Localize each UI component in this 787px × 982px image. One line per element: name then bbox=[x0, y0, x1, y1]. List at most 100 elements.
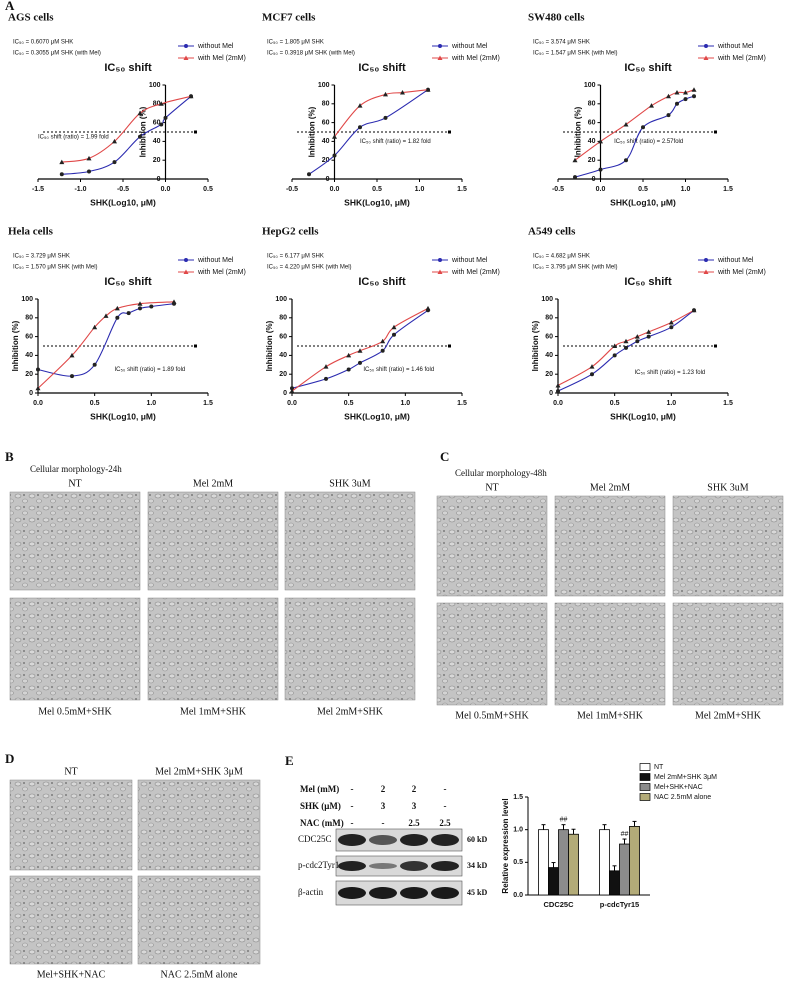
treatment-value: - bbox=[351, 818, 354, 828]
blot-strip bbox=[335, 855, 463, 877]
treatment-label: SHK (μM) bbox=[300, 801, 341, 811]
chart-subtitle: IC₅₀ shift bbox=[104, 276, 152, 288]
annotation: IC₅₀ shift (ratio) = 2.57fold bbox=[614, 139, 683, 145]
data-point bbox=[323, 364, 329, 369]
ic50-note: IC₅₀ = 6.177 μM SHK bbox=[267, 254, 324, 260]
data-point bbox=[646, 329, 652, 334]
x-tick-label: 0.0 bbox=[161, 186, 171, 193]
x-tick-label: 1.0 bbox=[666, 400, 676, 407]
data-point bbox=[357, 348, 363, 353]
x-axis-label: SHK(Log10, μM) bbox=[610, 197, 676, 207]
panel-title: Cellular morphology-48h bbox=[455, 468, 547, 478]
legend-label: with Mel (2mM) bbox=[451, 269, 500, 276]
legend-label: with Mel (2mM) bbox=[197, 55, 246, 62]
x-axis-label: SHK(Log10, μM) bbox=[90, 411, 156, 421]
x-tick-label: 0.5 bbox=[90, 400, 100, 407]
ic50-note: IC₅₀ = 0.3055 μM SHK (with Mel) bbox=[13, 51, 101, 57]
bar bbox=[619, 843, 630, 896]
legend-label: without Mel bbox=[197, 257, 234, 264]
data-point bbox=[598, 167, 603, 172]
y-tick-label: 40 bbox=[545, 352, 553, 359]
data-point bbox=[346, 367, 351, 372]
data-point bbox=[149, 304, 154, 309]
data-point bbox=[69, 352, 75, 358]
ic50-note: IC₅₀ = 4.220 μM SHK (with Mel) bbox=[267, 265, 352, 271]
chart-subtitle: IC₅₀ shift bbox=[358, 62, 406, 74]
legend-label: with Mel (2mM) bbox=[197, 269, 246, 276]
y-tick-label: 20 bbox=[25, 371, 33, 378]
bar bbox=[558, 829, 569, 896]
data-point bbox=[641, 125, 645, 130]
legend-label: Mel+SHK+NAC bbox=[654, 784, 703, 791]
y-axis-label: Inhibition (%) bbox=[11, 320, 20, 371]
y-tick-label: 0 bbox=[29, 390, 33, 397]
x-tick-label: 1.0 bbox=[681, 186, 691, 193]
data-point bbox=[598, 138, 603, 144]
y-tick-label: 20 bbox=[322, 157, 330, 164]
panel-title: Cellular morphology-24h bbox=[30, 464, 122, 474]
y-axis-label: Inhibition (%) bbox=[574, 106, 583, 157]
data-point bbox=[163, 115, 168, 120]
legend-marker bbox=[183, 55, 189, 60]
micrograph bbox=[9, 597, 141, 701]
caption: Mel 1mM+SHK bbox=[180, 706, 247, 717]
panel-label: B bbox=[5, 449, 14, 464]
ic50-note: IC₅₀ = 3.795 μM SHK (with Mel) bbox=[533, 265, 618, 271]
legend-label: with Mel (2mM) bbox=[717, 269, 766, 276]
data-point bbox=[358, 125, 362, 130]
data-point bbox=[115, 315, 120, 320]
micrograph bbox=[672, 495, 784, 597]
treatment-value: - bbox=[444, 801, 447, 811]
x-tick-label: 0.5 bbox=[344, 400, 354, 407]
caption: Mel 2mM+SHK bbox=[317, 706, 384, 717]
legend-label: Mel 2mM+SHK 3μM bbox=[654, 774, 717, 781]
band-label: β-actin bbox=[298, 887, 324, 897]
micrograph bbox=[9, 779, 133, 871]
data-point bbox=[669, 325, 674, 330]
reference-end bbox=[194, 130, 197, 134]
caption: Mel 0.5mM+SHK bbox=[38, 706, 112, 717]
data-point bbox=[692, 94, 696, 99]
data-point bbox=[666, 113, 671, 118]
y-tick-label: 80 bbox=[153, 101, 161, 108]
data-point bbox=[357, 103, 363, 108]
data-point bbox=[589, 364, 595, 369]
reference-end bbox=[714, 130, 717, 134]
legend-label: NAC 2.5mM alone bbox=[654, 794, 711, 801]
treatment-value: - bbox=[351, 784, 354, 794]
legend-swatch bbox=[639, 783, 651, 791]
band bbox=[369, 835, 397, 845]
micrograph bbox=[436, 495, 548, 597]
band bbox=[338, 834, 366, 846]
data-point bbox=[138, 134, 142, 139]
x-tick-label: -0.5 bbox=[286, 186, 298, 193]
y-tick-label: 60 bbox=[545, 333, 553, 340]
chart-subtitle: IC₅₀ shift bbox=[104, 62, 152, 74]
data-point bbox=[675, 101, 679, 106]
x-tick-label: 0.0 bbox=[330, 186, 340, 193]
y-tick-label: 80 bbox=[545, 315, 553, 322]
column-label: Mel 2mM+SHK 3μM bbox=[155, 766, 243, 777]
fit-curve bbox=[557, 309, 695, 386]
data-point bbox=[572, 157, 578, 163]
data-point bbox=[138, 306, 142, 311]
column-label: Mel 2mM bbox=[193, 478, 233, 489]
reference-end bbox=[714, 344, 717, 348]
ic50-note: IC₅₀ = 0.3918 μM SHK (with Mel) bbox=[267, 51, 355, 57]
x-tick-label: -0.5 bbox=[117, 186, 129, 193]
y-tick-label: 0 bbox=[592, 176, 596, 183]
fit-curve bbox=[574, 95, 695, 178]
significance: ## bbox=[621, 831, 629, 838]
legend-label: without Mel bbox=[717, 43, 754, 50]
x-tick-label: p-cdcTyr15 bbox=[600, 900, 639, 909]
column-label: SHK 3uM bbox=[707, 482, 749, 493]
data-point bbox=[556, 389, 560, 394]
bar bbox=[609, 870, 620, 896]
legend-marker bbox=[704, 44, 708, 48]
annotation: IC₅₀ shift (ratio) = 1.82 fold bbox=[360, 139, 431, 145]
band bbox=[369, 887, 397, 899]
panel-label: D bbox=[5, 751, 14, 766]
y-tick-label: 0 bbox=[283, 390, 287, 397]
band bbox=[369, 863, 397, 869]
bar bbox=[538, 829, 549, 896]
